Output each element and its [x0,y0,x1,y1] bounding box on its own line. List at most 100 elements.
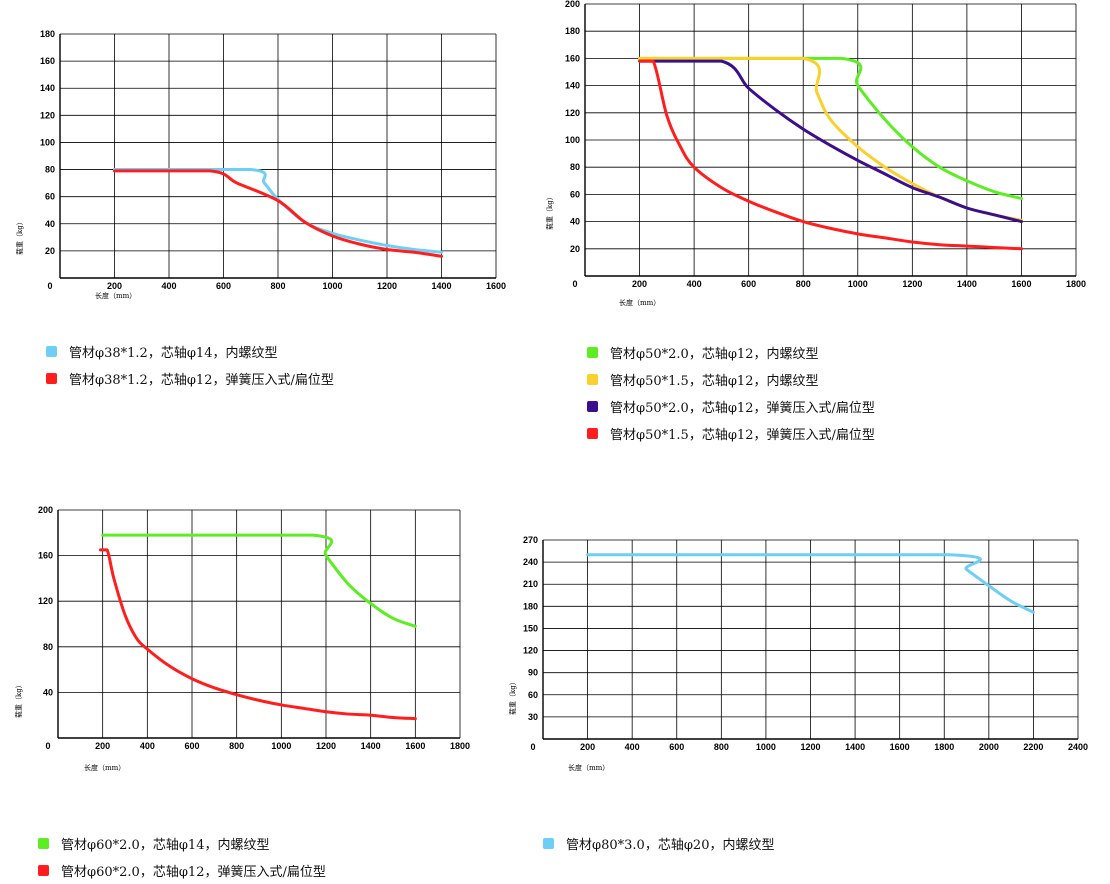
series-line [638,59,1023,251]
x-tick-label: 800 [714,742,729,752]
legend-chart-4: 管材φ80*3.0，芯轴φ20，内螺纹型 [543,830,774,857]
legend-item: 管材φ50*1.5，芯轴φ12，弹簧压入式/扁位型 [587,420,875,447]
y-tick-label: 120 [38,596,53,606]
legend-swatch [587,347,598,358]
legend-swatch [587,401,598,412]
y-tick-label: 40 [570,217,580,227]
x-axis-title: 长度（mm） [95,291,136,300]
series-line [586,553,1035,614]
y-tick-label: 20 [45,246,55,256]
x-tick-label: 1200 [902,279,922,289]
y-tick-label: 120 [565,108,580,118]
x-tick-label: 1600 [405,741,425,751]
legend-item: 管材φ50*2.0，芯轴φ12，内螺纹型 [587,339,875,366]
x-tick-label: 600 [741,279,756,289]
y-axis-title: 载重（kg） [14,681,23,718]
x-tick-label: 1600 [486,281,506,291]
y-tick-label: 270 [523,535,538,545]
x-tick-label: 1400 [957,279,977,289]
legend-chart-3: 管材φ60*2.0，芯轴φ14，内螺纹型 管材φ60*2.0，芯轴φ12，弹簧压… [38,830,326,884]
x-tick-label: 600 [669,742,684,752]
y-tick-label: 120 [40,110,55,120]
legend-swatch [587,428,598,439]
y-tick-label: 40 [45,219,55,229]
y-tick-label: 80 [43,642,53,652]
y-tick-label: 200 [565,0,580,9]
legend-swatch [46,373,57,384]
x-tick-label: 2200 [1023,742,1043,752]
x-tick-label: 0 [530,742,535,752]
y-tick-label: 210 [523,579,538,589]
series-line [638,56,1023,200]
legend-item: 管材φ60*2.0，芯轴φ14，内螺纹型 [38,830,326,857]
y-tick-label: 60 [45,192,55,202]
x-tick-label: 1800 [1066,279,1086,289]
legend-item: 管材φ38*1.2，芯轴φ14，内螺纹型 [46,338,334,365]
legend-label: 管材φ60*2.0，芯轴φ12，弹簧压入式/扁位型 [61,865,326,880]
legend-label: 管材φ60*2.0，芯轴φ14，内螺纹型 [61,838,270,853]
y-tick-label: 30 [528,712,538,722]
x-tick-label: 0 [572,279,577,289]
y-tick-label: 60 [570,189,580,199]
y-tick-label: 160 [40,56,55,66]
x-tick-label: 0 [47,281,52,291]
x-tick-label: 2000 [979,742,999,752]
y-axis-title: 载重（kg） [545,193,554,230]
x-axis-title: 长度（mm） [568,763,609,772]
legend-label: 管材φ50*1.5，芯轴φ12，弹簧压入式/扁位型 [610,428,875,443]
legend-label: 管材φ50*1.5，芯轴φ12，内螺纹型 [610,374,819,389]
legend-swatch [38,865,49,876]
x-tick-label: 400 [687,279,702,289]
y-tick-label: 100 [565,135,580,145]
legend-item: 管材φ50*2.0，芯轴φ12，弹簧压入式/扁位型 [587,393,875,420]
y-tick-label: 60 [528,690,538,700]
x-tick-label: 1000 [322,281,342,291]
x-tick-label: 1200 [316,741,336,751]
y-tick-label: 240 [523,557,538,567]
y-tick-label: 180 [40,29,55,39]
series-line [101,533,417,628]
y-tick-label: 80 [45,165,55,175]
x-tick-label: 1400 [431,281,451,291]
y-axis-title: 载重（kg） [508,678,517,715]
legend-chart-1: 管材φ38*1.2，芯轴φ14，内螺纹型 管材φ38*1.2，芯轴φ12，弹簧压… [46,338,334,392]
x-axis-title: 长度（mm） [84,763,125,772]
series-line [98,548,417,721]
x-tick-label: 200 [95,741,110,751]
series-line [638,56,1023,222]
x-tick-label: 0 [45,741,50,751]
y-axis-title: 载重（kg） [15,218,24,255]
legend-swatch [46,346,57,357]
x-tick-label: 1800 [934,742,954,752]
y-tick-label: 150 [523,623,538,633]
x-tick-label: 400 [140,741,155,751]
legend-item: 管材φ50*1.5，芯轴φ12，内螺纹型 [587,366,875,393]
x-tick-label: 1600 [890,742,910,752]
x-tick-label: 2400 [1068,742,1088,752]
x-tick-label: 800 [270,281,285,291]
legend-chart-2: 管材φ50*2.0，芯轴φ12，内螺纹型 管材φ50*1.5，芯轴φ12，内螺纹… [587,339,875,447]
x-tick-label: 1800 [450,741,470,751]
x-tick-label: 1000 [271,741,291,751]
legend-label: 管材φ38*1.2，芯轴φ14，内螺纹型 [69,346,278,361]
y-tick-label: 200 [38,505,53,515]
legend-label: 管材φ50*2.0，芯轴φ12，弹簧压入式/扁位型 [610,401,875,416]
series-line [638,59,1023,224]
y-tick-label: 20 [570,244,580,254]
series-line [113,168,443,254]
legend-item: 管材φ60*2.0，芯轴φ12，弹簧压入式/扁位型 [38,857,326,884]
legend-item: 管材φ38*1.2，芯轴φ12，弹簧压入式/扁位型 [46,365,334,392]
x-tick-label: 400 [161,281,176,291]
y-tick-label: 160 [38,551,53,561]
y-tick-label: 90 [528,668,538,678]
legend-swatch [587,374,598,385]
y-tick-label: 180 [523,601,538,611]
series-line [113,169,443,258]
x-tick-label: 200 [580,742,595,752]
x-tick-label: 600 [184,741,199,751]
y-tick-label: 140 [565,81,580,91]
y-tick-label: 100 [40,137,55,147]
legend-swatch [38,838,49,849]
legend-item: 管材φ80*3.0，芯轴φ20，内螺纹型 [543,830,774,857]
